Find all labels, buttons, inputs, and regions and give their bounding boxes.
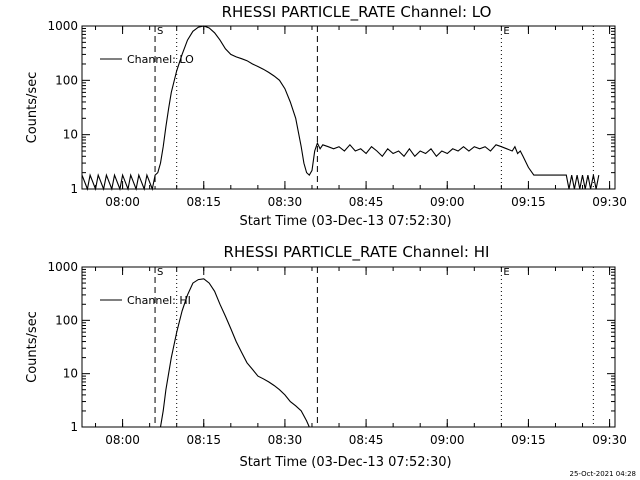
chart-title: RHESSI PARTICLE_RATE Channel: LO: [222, 3, 492, 22]
y-tick-label: 1: [70, 420, 78, 434]
y-axis-label: Counts/sec: [25, 311, 40, 383]
chart-panel-2: RHESSI PARTICLE_RATE Channel: HI Counts/s…: [25, 243, 627, 470]
series-line: [81, 25, 600, 191]
x-tick-label: 09:00: [430, 195, 465, 209]
timestamp: 25-Oct-2021 04:28: [569, 470, 636, 478]
series-line: [159, 278, 310, 428]
x-tick-label: 08:15: [186, 195, 221, 209]
chart-title: RHESSI PARTICLE_RATE Channel: HI: [224, 243, 490, 262]
x-tick-label: 09:15: [511, 195, 546, 209]
x-tick-label: 09:30: [592, 195, 627, 209]
x-tick-label: 08:45: [349, 195, 384, 209]
x-tick-label: 08:00: [105, 433, 140, 447]
legend-label: Channel: HI: [127, 294, 191, 307]
chart-panel-1: RHESSI PARTICLE_RATE Channel: LO Counts/s…: [25, 3, 627, 229]
time-marker-label: S: [157, 26, 163, 37]
x-tick-label: 08:30: [268, 195, 303, 209]
y-tick-label: 10: [63, 128, 78, 142]
y-tick-label: 10: [63, 367, 78, 381]
y-tick-label: 1000: [47, 19, 78, 33]
x-axis-label: Start Time (03-Dec-13 07:52:30): [239, 214, 451, 229]
time-marker-label: E: [503, 26, 509, 37]
x-tick-label: 09:30: [592, 433, 627, 447]
x-tick-label: 08:15: [186, 433, 221, 447]
y-tick-label: 100: [55, 313, 78, 327]
y-tick-label: 1: [70, 182, 78, 196]
x-tick-label: 08:45: [349, 433, 384, 447]
y-tick-label: 1000: [47, 260, 78, 274]
x-tick-label: 09:00: [430, 433, 465, 447]
legend-label: Channel: LO: [127, 53, 194, 66]
y-axis-label: Counts/sec: [25, 72, 40, 144]
y-tick-label: 100: [55, 73, 78, 87]
time-marker-label: E: [503, 267, 509, 278]
x-tick-label: 09:15: [511, 433, 546, 447]
x-axis-label: Start Time (03-Dec-13 07:52:30): [239, 455, 451, 470]
plot-frame: [81, 266, 616, 428]
time-marker-label: S: [157, 267, 163, 278]
x-tick-label: 08:30: [268, 433, 303, 447]
plot-frame: [81, 25, 616, 190]
x-tick-label: 08:00: [105, 195, 140, 209]
